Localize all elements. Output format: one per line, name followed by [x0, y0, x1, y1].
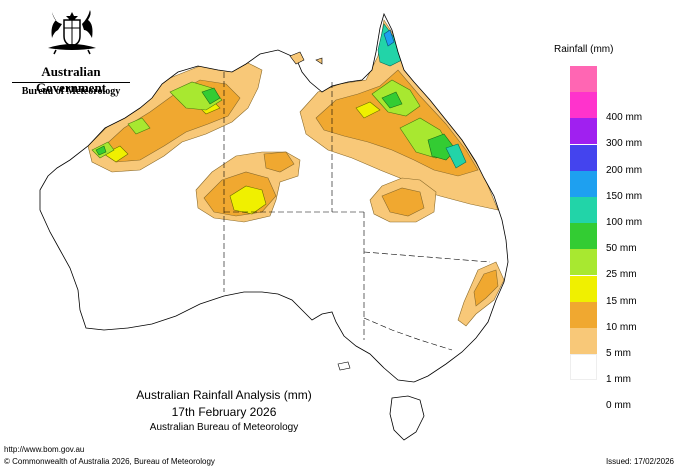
- rainfall-zones: [87, 19, 505, 375]
- coat-of-arms-icon: [48, 10, 96, 55]
- legend-label: 25 mm: [606, 269, 637, 281]
- legend-label: 0 mm: [606, 400, 631, 412]
- legend-label: 1 mm: [606, 374, 631, 386]
- legend-swatch: [570, 328, 597, 354]
- legend-swatch: [570, 197, 597, 223]
- legend-label: 150 mm: [606, 190, 643, 202]
- legend-label: 10 mm: [606, 321, 637, 333]
- legend-swatch: [570, 275, 597, 302]
- legend-label: 15 mm: [606, 295, 637, 307]
- caption-title: Australian Rainfall Analysis (mm): [136, 388, 312, 402]
- government-title: Australian Government: [35, 64, 107, 95]
- legend-label: 300 mm: [606, 138, 643, 150]
- legend-swatch: [570, 144, 597, 171]
- bureau-title: Bureau of Meteorology: [21, 86, 121, 97]
- caption-date: 17th February 2026: [171, 405, 277, 419]
- legend-label: 400 mm: [606, 112, 643, 124]
- legend-label: 5 mm: [606, 348, 631, 359]
- legend-swatch: [570, 249, 597, 276]
- tasmania: [389, 395, 425, 441]
- map-caption: Australian Rainfall Analysis (mm) 17th F…: [120, 387, 328, 435]
- legend-swatch: [570, 92, 597, 119]
- legend-label: 200 mm: [606, 164, 643, 176]
- legend-swatch: [570, 301, 597, 328]
- legend-swatch: [570, 118, 597, 145]
- bom-url-link[interactable]: http://www.bom.gov.au: [4, 445, 85, 454]
- legend-swatch: [570, 223, 597, 250]
- legend-label: 100 mm: [606, 217, 643, 228]
- legend-swatch: [570, 66, 597, 92]
- logo-divider: [12, 82, 130, 83]
- copyright-notice: © Commonwealth of Australia 2026, Bureau…: [4, 457, 215, 466]
- legend-swatch: [570, 170, 597, 197]
- legend-label: 50 mm: [606, 243, 637, 255]
- legend-swatch: [570, 354, 597, 381]
- legend-title: Rainfall (mm): [554, 44, 614, 55]
- caption-source: Australian Bureau of Meteorology: [149, 422, 299, 433]
- issued-date: Issued: 17/02/2026: [605, 457, 674, 466]
